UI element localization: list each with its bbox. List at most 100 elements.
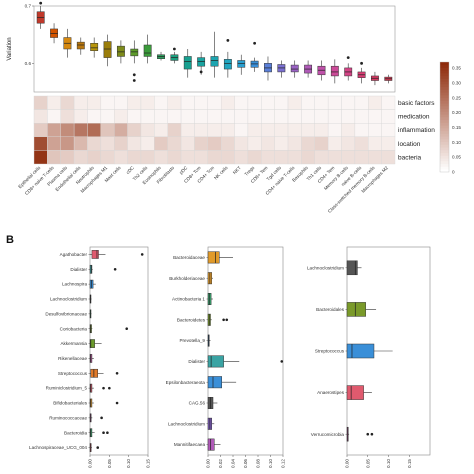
heat-cell — [220, 136, 235, 151]
heat-cell — [287, 109, 302, 124]
heat-cell — [114, 109, 128, 124]
box — [207, 376, 222, 389]
heat-cell — [127, 150, 142, 165]
heat-cell — [341, 122, 356, 137]
x-tick-label: 0.15 — [146, 459, 151, 468]
plot-frame — [207, 246, 284, 456]
box — [116, 45, 125, 57]
heat-cell — [287, 122, 302, 137]
outlier-point — [108, 386, 111, 390]
heat-cell — [368, 122, 382, 137]
heat-cell — [314, 150, 329, 165]
heat-cell — [154, 136, 168, 151]
heat-cell — [220, 95, 235, 110]
row-label: Dialister — [188, 359, 205, 364]
heat-cell — [247, 95, 262, 110]
colorbar-segment — [440, 84, 449, 88]
heat-cell — [381, 95, 396, 110]
heat-cell — [60, 136, 75, 151]
x-tick-label: 0.10 — [268, 459, 273, 468]
heat-cell — [381, 122, 396, 137]
heat-cell — [301, 150, 315, 165]
outlier-point — [360, 61, 363, 65]
row-label: Streptococcus — [58, 371, 88, 376]
heat-cell — [261, 109, 275, 124]
row-label: Epsilonbacteraeota — [166, 380, 206, 385]
box — [183, 56, 192, 70]
heat-cell — [194, 95, 209, 110]
colorbar-tick-label: 0.10 — [452, 140, 461, 145]
row-label: Anaerostipes — [317, 390, 345, 395]
box — [290, 64, 299, 73]
heat-cell — [261, 95, 275, 110]
box — [91, 250, 99, 259]
heat-cell — [314, 122, 329, 137]
heat-cell — [274, 109, 289, 124]
heat-cell — [127, 109, 142, 124]
outlier-point — [226, 39, 230, 42]
box — [130, 48, 139, 57]
box — [143, 44, 152, 57]
heat-cell — [368, 109, 382, 124]
heat-cell — [354, 109, 369, 124]
heat-cell — [327, 109, 342, 124]
row-label: Lachnospiraceae_UCG_004 — [29, 445, 87, 450]
heat-cell — [247, 122, 262, 137]
heat-cell — [33, 122, 48, 137]
heat-cell — [274, 150, 289, 165]
heat-cell — [60, 150, 75, 165]
x-tick-label: 0.00 — [206, 459, 211, 468]
colorbar-segment — [440, 97, 449, 101]
heat-cell — [180, 122, 195, 137]
colorbar-tick-label: 0.05 — [452, 155, 461, 160]
x-tick-label: 0.10 — [386, 459, 391, 468]
x-tick-label: 0.15 — [407, 459, 412, 468]
cell-type-label: pDC — [178, 165, 189, 176]
colorbar-segment — [440, 130, 449, 134]
colorbar-segment — [440, 89, 449, 93]
heat-cell — [207, 136, 222, 151]
heat-cell — [167, 95, 182, 110]
heat-cell — [87, 150, 102, 165]
outlier-point — [106, 431, 109, 435]
row-label: Ruminiclostridium_5 — [46, 386, 88, 391]
outlier-point — [125, 327, 129, 331]
heat-cell — [87, 122, 102, 137]
row-label: Coriobacteria — [60, 326, 88, 331]
cell-type-label: NKT — [232, 165, 242, 175]
heat-cell — [127, 136, 142, 151]
heat-cell — [180, 95, 195, 110]
row-label: Ruminococcaceae — [49, 415, 87, 420]
colorbar-tick-label: 0 — [452, 170, 455, 175]
heat-cell — [140, 150, 155, 165]
outlier-point — [96, 446, 100, 449]
colorbar-segment — [440, 64, 449, 68]
heat-cell — [234, 122, 249, 137]
row-label: Lachnoclostridium — [168, 421, 205, 426]
colorbar-segment — [440, 169, 449, 173]
heat-cell — [87, 136, 102, 151]
outlier-point — [253, 41, 257, 45]
outlier-point — [280, 360, 284, 363]
colorbar-segment — [440, 86, 449, 90]
outlier-point — [39, 1, 43, 5]
heat-cell — [154, 95, 168, 110]
box — [90, 43, 99, 51]
heat-cell — [167, 109, 182, 124]
heat-cell — [381, 150, 396, 165]
row-label: Bacteroidia — [64, 430, 87, 435]
row-label: Verrucomicrobia — [311, 432, 345, 437]
heat-cell — [207, 150, 222, 165]
heat-cell — [341, 95, 356, 110]
outlier-point — [100, 416, 103, 420]
cell-type-label: cDC — [125, 165, 135, 175]
row-label: Prevotella_9 — [179, 338, 205, 343]
heat-cell — [274, 122, 289, 137]
colorbar-segment — [440, 92, 449, 96]
x-tick-label: 0.12 — [281, 459, 286, 468]
heat-cell — [327, 150, 342, 165]
heat-cell — [314, 136, 329, 151]
outlier-point — [370, 432, 374, 436]
colorbar-segment — [440, 166, 449, 170]
